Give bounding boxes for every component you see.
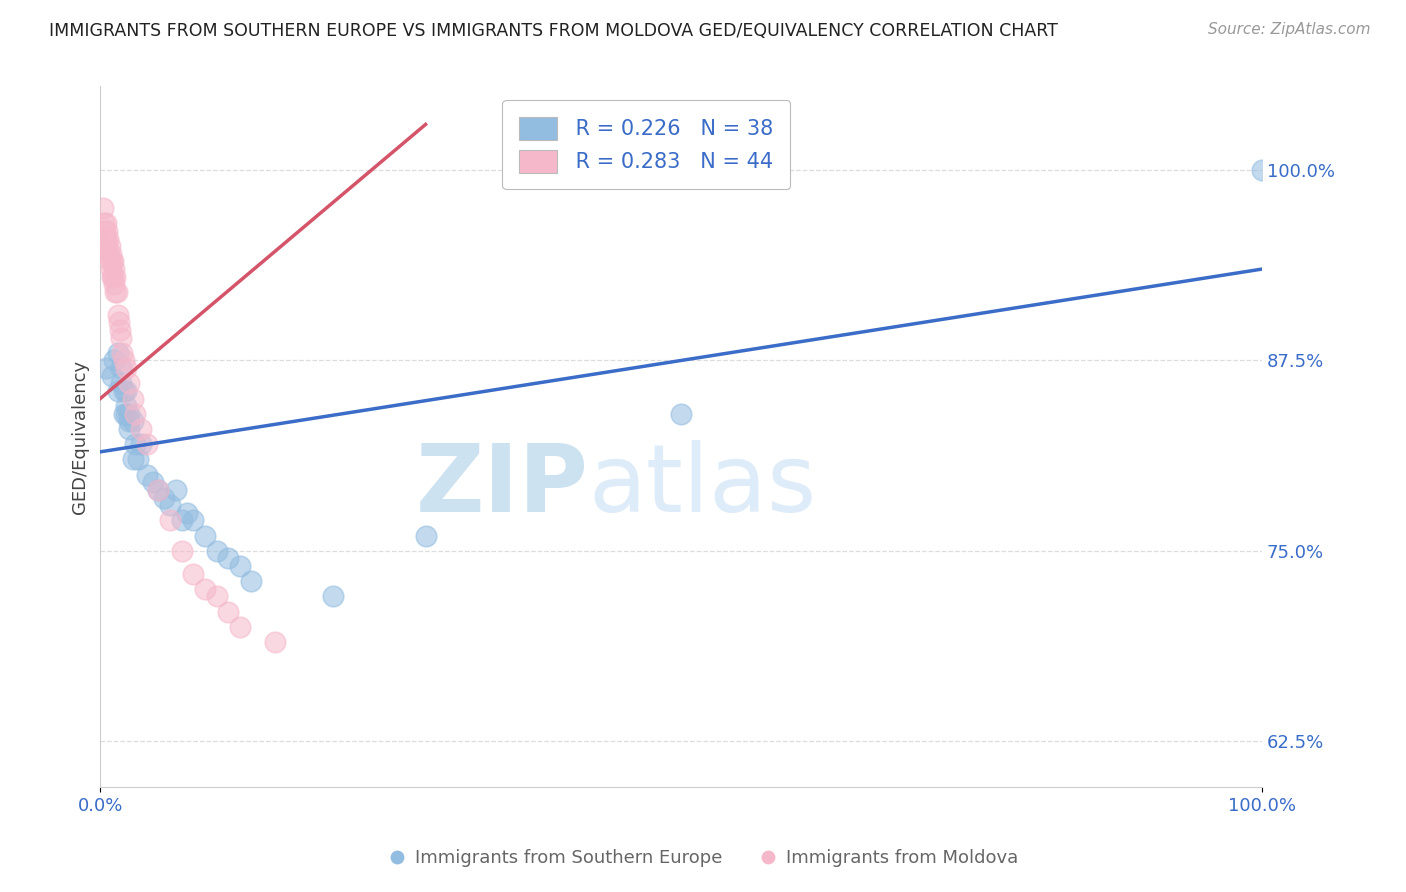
Point	[110, 376, 132, 391]
Point	[153, 491, 176, 505]
Point	[101, 254, 124, 268]
Point	[124, 437, 146, 451]
Point	[194, 582, 217, 596]
Point	[170, 543, 193, 558]
Point	[110, 330, 132, 344]
Point	[115, 407, 138, 421]
Point	[159, 498, 181, 512]
Point	[118, 422, 141, 436]
Text: ZIP: ZIP	[415, 440, 588, 532]
Point	[135, 437, 157, 451]
Point	[322, 590, 344, 604]
Point	[159, 513, 181, 527]
Point	[148, 483, 170, 497]
Point	[181, 513, 204, 527]
Point	[104, 269, 127, 284]
Point	[115, 384, 138, 398]
Point	[105, 285, 128, 299]
Point	[181, 566, 204, 581]
Point	[118, 407, 141, 421]
Point	[170, 513, 193, 527]
Point	[101, 368, 124, 383]
Point	[101, 269, 124, 284]
Point	[217, 551, 239, 566]
Point	[107, 346, 129, 360]
Point	[94, 239, 117, 253]
Point	[263, 635, 285, 649]
Point	[96, 239, 118, 253]
Legend:  R = 0.226   N = 38,  R = 0.283   N = 44: R = 0.226 N = 38, R = 0.283 N = 44	[502, 100, 790, 189]
Point	[118, 376, 141, 391]
Point	[217, 605, 239, 619]
Point	[111, 346, 134, 360]
Point	[91, 201, 114, 215]
Point	[415, 528, 437, 542]
Point	[194, 528, 217, 542]
Point	[107, 308, 129, 322]
Point	[127, 452, 149, 467]
Point	[112, 384, 135, 398]
Point	[94, 224, 117, 238]
Point	[96, 361, 118, 376]
Point	[112, 353, 135, 368]
Point	[96, 216, 118, 230]
Point	[96, 232, 118, 246]
Point	[98, 239, 121, 253]
Point	[101, 254, 124, 268]
Point	[129, 422, 152, 436]
Point	[93, 216, 115, 230]
Text: atlas: atlas	[588, 440, 817, 532]
Point	[176, 506, 198, 520]
Text: Source: ZipAtlas.com: Source: ZipAtlas.com	[1208, 22, 1371, 37]
Point	[98, 254, 121, 268]
Point	[118, 414, 141, 428]
Point	[135, 467, 157, 482]
Point	[205, 590, 228, 604]
Point	[1251, 163, 1274, 178]
Point	[229, 620, 252, 634]
Point	[100, 247, 122, 261]
Point	[103, 262, 125, 277]
Point	[110, 361, 132, 376]
Point	[129, 437, 152, 451]
Point	[100, 262, 122, 277]
Point	[115, 399, 138, 413]
Point	[97, 232, 120, 246]
Point	[108, 323, 131, 337]
Point	[205, 543, 228, 558]
Point	[669, 407, 692, 421]
Point	[103, 353, 125, 368]
Legend: Immigrants from Southern Europe, Immigrants from Moldova: Immigrants from Southern Europe, Immigra…	[381, 842, 1025, 874]
Point	[104, 285, 127, 299]
Point	[148, 483, 170, 497]
Point	[115, 361, 138, 376]
Point	[122, 452, 145, 467]
Point	[165, 483, 187, 497]
Point	[124, 407, 146, 421]
Point	[240, 574, 263, 589]
Y-axis label: GED/Equivalency: GED/Equivalency	[72, 359, 89, 514]
Text: IMMIGRANTS FROM SOUTHERN EUROPE VS IMMIGRANTS FROM MOLDOVA GED/EQUIVALENCY CORRE: IMMIGRANTS FROM SOUTHERN EUROPE VS IMMIG…	[49, 22, 1059, 40]
Point	[96, 224, 118, 238]
Point	[122, 392, 145, 406]
Point	[97, 247, 120, 261]
Point	[103, 277, 125, 292]
Point	[107, 384, 129, 398]
Point	[112, 407, 135, 421]
Point	[108, 315, 131, 329]
Point	[142, 475, 165, 490]
Point	[101, 269, 124, 284]
Point	[229, 559, 252, 574]
Point	[122, 414, 145, 428]
